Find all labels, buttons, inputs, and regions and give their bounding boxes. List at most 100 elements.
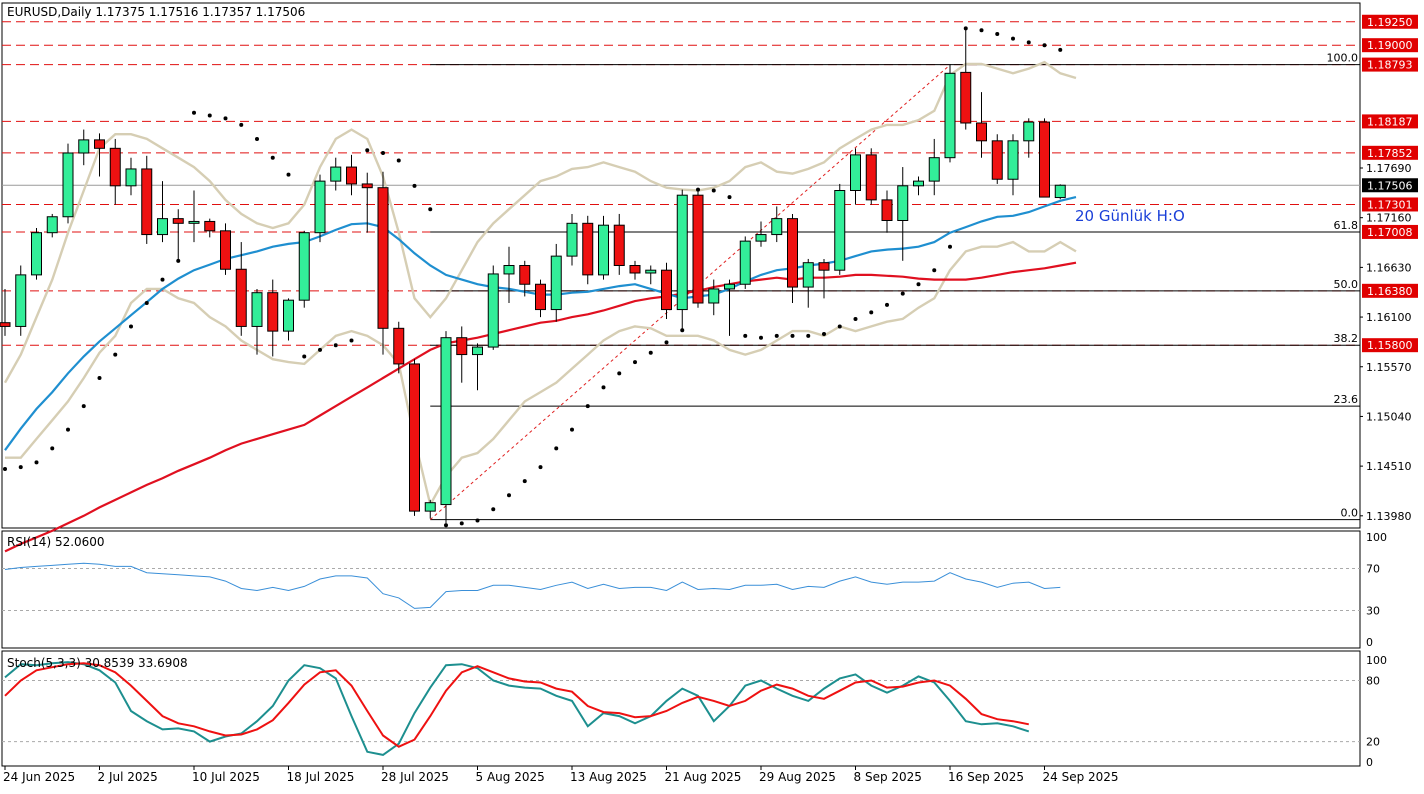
stoch-pane: 0 20 80 100 (2, 654, 1387, 769)
candle-body (708, 288, 720, 304)
sar-dot (3, 466, 7, 471)
sar-dot (900, 291, 905, 296)
candle-body (393, 327, 405, 365)
parabolic-sar (3, 26, 1063, 528)
fib-label-2: 50.0 (1334, 278, 1359, 291)
sar-dot (129, 324, 133, 329)
candle (519, 260, 531, 297)
sar-dot (1026, 40, 1031, 45)
candle (1007, 134, 1019, 196)
candle (94, 133, 105, 177)
candle-body (440, 337, 452, 506)
sar-dot (743, 333, 748, 338)
price-badge-label: 1.18187 (1367, 115, 1413, 128)
candle (598, 215, 609, 280)
sar-dot (239, 122, 244, 127)
candle (456, 326, 468, 383)
sar-dot (491, 507, 496, 512)
candle-body (456, 337, 468, 356)
candle (46, 213, 58, 238)
price-badge-bg (1362, 38, 1418, 53)
candle-body (487, 273, 499, 348)
sar-dot (759, 335, 763, 340)
sar-dot (664, 340, 669, 345)
candle-body (991, 140, 1003, 180)
candle-body (960, 71, 972, 124)
candle (708, 279, 720, 316)
pane-frame-0 (1, 2, 1361, 529)
fib-label-5: 0.0 (1341, 507, 1359, 520)
ma20-annotation: 20 Günlük H:O (1075, 207, 1185, 225)
sar-dot (1058, 47, 1063, 52)
candles (0, 28, 1066, 524)
stoch-main-line (4, 661, 1030, 756)
candle (487, 265, 499, 350)
candle (850, 148, 861, 205)
candle (0, 288, 11, 336)
candle (393, 321, 405, 374)
candle (330, 157, 342, 191)
sar-dot (144, 301, 149, 305)
candle (235, 242, 247, 336)
sar-dot (381, 151, 385, 155)
price-tick-label: 1.16630 (1366, 261, 1412, 274)
candle (1054, 184, 1066, 200)
candle (582, 215, 594, 285)
candle-body (535, 283, 546, 311)
time-tick-label: 5 Aug 2025 (476, 770, 545, 784)
candle (613, 213, 625, 275)
candle (787, 213, 798, 303)
candle-body (46, 216, 58, 234)
candle (724, 279, 735, 336)
sar-dot (34, 460, 39, 465)
sar-dot (633, 360, 637, 365)
candle-body (881, 199, 893, 221)
candle (172, 209, 184, 261)
price-badge-bg (1362, 224, 1418, 239)
sar-dot (1011, 36, 1015, 41)
rsi-tick-label: 0 (1366, 636, 1373, 649)
candle (661, 262, 672, 319)
candle (692, 190, 704, 308)
candle-body (109, 147, 121, 187)
candle-body (519, 265, 531, 285)
time-tick-label: 29 Aug 2025 (759, 770, 836, 784)
sar-dot (66, 427, 70, 432)
stoch-tick-label: 80 (1366, 674, 1380, 687)
candle-body (377, 187, 389, 329)
candle (802, 258, 814, 308)
candle-body (188, 220, 200, 224)
candle-body (204, 220, 216, 232)
candle (157, 181, 168, 243)
candle (31, 228, 42, 280)
time-tick-label: 13 Aug 2025 (570, 770, 647, 784)
sar-dot (554, 446, 559, 451)
sar-dot (774, 333, 779, 338)
sar-dot (570, 427, 574, 432)
candle-body (629, 265, 641, 274)
sar-dot (50, 446, 55, 451)
sar-dot (333, 343, 338, 348)
ma50-line (4, 261, 1077, 553)
candle-body (724, 283, 735, 290)
sar-dot (916, 282, 921, 287)
candle-body (676, 194, 688, 311)
sar-dot (113, 352, 118, 357)
sar-dot (349, 338, 354, 343)
candle-body (850, 154, 861, 191)
candle-body (976, 122, 987, 142)
candle (109, 138, 121, 205)
sar-dot (932, 268, 937, 273)
candle-body (314, 180, 326, 234)
bollinger-upper (3, 60, 1077, 384)
sar-dot (396, 158, 401, 163)
price-badge-label: 1.18793 (1367, 59, 1413, 72)
pane-frames (1, 2, 1361, 767)
price-tick-label: 1.15570 (1366, 361, 1412, 374)
price-badge-bg (1362, 197, 1418, 212)
sar-dot (81, 404, 86, 409)
candle (267, 279, 279, 357)
fib-label-0: 100.0 (1327, 52, 1359, 65)
